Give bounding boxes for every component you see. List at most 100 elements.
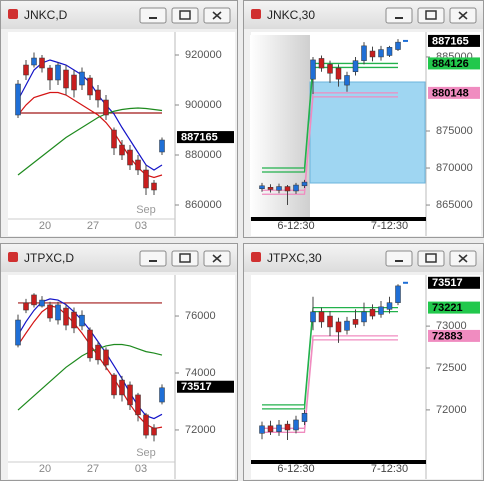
candle-body — [318, 58, 325, 69]
candle-body — [47, 304, 53, 319]
x-tick-label: 6-12:30 — [277, 220, 314, 232]
candle-body — [159, 387, 165, 403]
candle-body — [39, 299, 45, 307]
minimize-button[interactable] — [385, 250, 413, 267]
candle-body — [143, 414, 149, 436]
price-label-box — [428, 301, 480, 314]
maximize-button[interactable] — [171, 250, 199, 267]
maximize-button[interactable] — [171, 7, 199, 24]
candle-body — [276, 424, 282, 432]
window-title: JTPXC,30 — [267, 251, 322, 265]
x-tick-label: 7-12:30 — [371, 220, 408, 232]
icon — [425, 253, 437, 263]
candle-body — [71, 74, 77, 91]
icon — [212, 11, 222, 20]
candle-body — [352, 60, 359, 73]
candle-body — [23, 302, 29, 311]
candle-body — [79, 71, 85, 86]
candle-body — [87, 77, 93, 96]
candle-body — [259, 185, 265, 190]
candle-body — [15, 319, 21, 346]
maximize-button[interactable] — [417, 7, 445, 24]
candle-body — [361, 311, 367, 323]
chart-window[interactable]: JTPXC,D 72000 74000 76000 20 27 03 Sep 73517 — [0, 243, 238, 481]
candle-body — [378, 49, 384, 58]
candle-body — [151, 427, 157, 436]
window-icon — [8, 252, 18, 262]
x-tick-label: 7-12:30 — [371, 463, 408, 475]
candle-body — [267, 425, 274, 432]
candle-body — [276, 186, 282, 191]
candle-body — [127, 149, 133, 166]
window-title: JTPXC,D — [24, 251, 74, 265]
y-tick-label: 865000 — [436, 199, 473, 211]
x-tick-label: 03 — [135, 463, 147, 475]
candle-body — [135, 394, 141, 416]
candle-body — [335, 67, 342, 80]
y-tick-label: 76000 — [185, 310, 216, 322]
candle-body — [352, 319, 359, 325]
candle-body — [293, 419, 299, 431]
candle-body — [119, 379, 125, 396]
y-tick-label: 74000 — [185, 367, 216, 379]
candle-body — [301, 181, 308, 187]
window-title: JNKC,D — [24, 8, 68, 22]
y-tick-label: 880000 — [185, 149, 222, 161]
candle-body — [318, 311, 325, 323]
price-label-box — [428, 86, 480, 99]
price-label-box — [428, 276, 480, 289]
price-label-box — [428, 57, 480, 70]
x-tick-label: 27 — [87, 463, 99, 475]
candle-body — [55, 64, 61, 81]
candle-body — [344, 320, 350, 331]
y-tick-label: 900000 — [185, 99, 222, 111]
price-label-box — [177, 131, 234, 144]
icon — [179, 253, 191, 263]
window-icon — [251, 252, 261, 262]
candle-body — [47, 67, 53, 81]
candle-body — [284, 186, 291, 192]
minimize-button[interactable] — [139, 250, 167, 267]
icon — [458, 11, 468, 20]
chart-window[interactable]: JTPXC,30 72000 72500 73000 6-12:30 7-12:30 735… — [243, 243, 484, 481]
y-tick-label: 72000 — [436, 404, 467, 416]
candle-body — [335, 321, 342, 333]
price-label-box — [177, 380, 234, 393]
icon — [212, 254, 222, 263]
candle-body — [301, 412, 308, 422]
indicator-line — [17, 107, 163, 176]
selection-box[interactable] — [309, 81, 426, 184]
chart-window[interactable]: JNKC,D 860000 880000 900000 920000 20 27 03 Sep 8… — [0, 0, 238, 238]
candle-body — [395, 285, 401, 303]
candle-body — [55, 304, 61, 321]
icon — [425, 10, 437, 20]
annotation: Sep — [136, 447, 156, 459]
candle-body — [111, 374, 117, 396]
price-label: 73517 — [432, 277, 463, 289]
maximize-button[interactable] — [417, 250, 445, 267]
candle-body — [378, 306, 384, 315]
price-label-box — [428, 34, 480, 47]
indicator-line — [262, 339, 398, 433]
candle-body — [361, 45, 367, 61]
x-tick-label: 20 — [39, 463, 51, 475]
annotation: Sep — [136, 204, 156, 216]
candle-body — [31, 57, 37, 66]
price-label-box — [428, 329, 480, 342]
candle-body — [386, 302, 393, 310]
icon — [179, 10, 191, 20]
indicator-line — [262, 306, 398, 406]
minimize-button[interactable] — [385, 7, 413, 24]
y-tick-label: 72000 — [185, 424, 216, 436]
window-icon — [8, 9, 18, 19]
indicator-line — [262, 92, 398, 191]
candle-body — [344, 75, 350, 86]
candle-body — [95, 89, 101, 101]
minimize-button[interactable] — [139, 7, 167, 24]
x-tick-label: 20 — [39, 220, 51, 232]
candle-body — [159, 139, 165, 153]
candle-body — [103, 349, 109, 366]
